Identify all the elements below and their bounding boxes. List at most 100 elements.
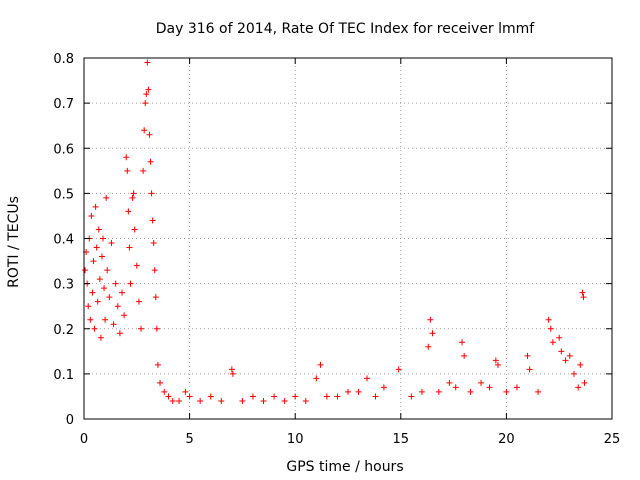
data-point bbox=[526, 366, 533, 373]
y-tick-label: 0.1 bbox=[53, 368, 74, 383]
x-axis-title: GPS time / hours bbox=[286, 459, 403, 475]
data-point bbox=[418, 388, 425, 395]
data-point bbox=[558, 348, 565, 355]
data-point bbox=[110, 321, 117, 328]
data-point bbox=[478, 379, 485, 386]
x-tick-label: 15 bbox=[393, 432, 410, 447]
data-point bbox=[425, 343, 432, 350]
data-point bbox=[131, 226, 138, 233]
data-point bbox=[114, 303, 121, 310]
data-point bbox=[260, 397, 267, 404]
y-tick-label: 0.5 bbox=[53, 187, 74, 202]
data-point bbox=[503, 388, 510, 395]
axis-ticks: 0 0.1 0.2 0.3 0.4 0.5 0.6 0.7 0.8 0 5 10 15 20 25 bbox=[53, 52, 620, 447]
data-point bbox=[95, 226, 102, 233]
data-point bbox=[549, 339, 556, 346]
data-point bbox=[91, 325, 98, 332]
data-point bbox=[452, 384, 459, 391]
data-point bbox=[575, 384, 582, 391]
data-point bbox=[169, 397, 176, 404]
data-point bbox=[89, 289, 96, 296]
data-point bbox=[580, 294, 587, 301]
data-point bbox=[334, 393, 341, 400]
data-point bbox=[129, 194, 136, 201]
data-point bbox=[427, 316, 434, 323]
data-point bbox=[467, 388, 474, 395]
x-tick-label: 25 bbox=[604, 432, 621, 447]
x-tick-label: 20 bbox=[498, 432, 515, 447]
data-point bbox=[281, 397, 288, 404]
data-point bbox=[116, 330, 123, 337]
data-point bbox=[154, 361, 161, 368]
data-point bbox=[355, 388, 362, 395]
data-point bbox=[562, 357, 569, 364]
data-point bbox=[133, 262, 140, 269]
data-point bbox=[103, 194, 110, 201]
y-tick-label: 0.8 bbox=[53, 52, 74, 67]
chart-title: Day 316 of 2014, Rate Of TEC Index for r… bbox=[156, 21, 536, 37]
data-point bbox=[486, 384, 493, 391]
data-point bbox=[165, 393, 172, 400]
data-point bbox=[143, 91, 150, 98]
y-tick-label: 0.2 bbox=[53, 323, 74, 338]
data-point bbox=[141, 127, 148, 134]
data-point bbox=[570, 370, 577, 377]
data-point bbox=[229, 370, 236, 377]
data-point bbox=[152, 294, 159, 301]
data-point bbox=[157, 379, 164, 386]
data-point bbox=[459, 339, 466, 346]
data-point bbox=[142, 100, 149, 107]
data-point bbox=[98, 253, 105, 260]
data-point bbox=[524, 352, 531, 359]
data-point bbox=[197, 397, 204, 404]
data-point bbox=[323, 393, 330, 400]
data-point bbox=[577, 361, 584, 368]
data-point bbox=[135, 298, 142, 305]
data-points bbox=[82, 59, 588, 404]
x-tick-label: 0 bbox=[80, 432, 88, 447]
data-point bbox=[140, 167, 147, 174]
data-point bbox=[127, 280, 134, 287]
data-point bbox=[395, 366, 402, 373]
data-point bbox=[106, 294, 113, 301]
data-point bbox=[87, 316, 94, 323]
data-point bbox=[380, 384, 387, 391]
data-point bbox=[271, 393, 278, 400]
data-point bbox=[96, 276, 103, 283]
data-point bbox=[130, 190, 137, 197]
data-point bbox=[145, 86, 152, 93]
data-point bbox=[461, 352, 468, 359]
y-tick-label: 0 bbox=[66, 413, 74, 428]
data-point bbox=[124, 167, 131, 174]
data-point bbox=[176, 397, 183, 404]
data-point bbox=[119, 289, 126, 296]
data-point bbox=[82, 267, 89, 274]
data-point bbox=[239, 397, 246, 404]
data-point bbox=[123, 154, 130, 161]
y-tick-label: 0.6 bbox=[53, 142, 74, 157]
y-tick-label: 0.4 bbox=[53, 233, 74, 248]
data-point bbox=[146, 131, 153, 138]
data-point bbox=[218, 397, 225, 404]
data-point bbox=[149, 217, 156, 224]
data-point bbox=[345, 388, 351, 395]
data-point bbox=[313, 375, 320, 382]
data-point bbox=[147, 158, 154, 165]
y-tick-label: 0.3 bbox=[53, 278, 74, 293]
data-point bbox=[102, 316, 109, 323]
y-axis-title: ROTI / TECUs bbox=[6, 196, 22, 288]
data-point bbox=[429, 330, 436, 337]
data-point bbox=[161, 388, 168, 395]
data-point bbox=[579, 289, 586, 296]
data-point bbox=[151, 267, 158, 274]
data-point bbox=[492, 357, 499, 364]
data-point bbox=[435, 388, 442, 395]
data-point bbox=[372, 393, 379, 400]
data-point bbox=[138, 325, 145, 332]
data-point bbox=[108, 240, 115, 247]
data-point bbox=[182, 388, 189, 395]
data-point bbox=[85, 303, 92, 310]
data-point bbox=[513, 384, 520, 391]
data-point bbox=[94, 298, 101, 305]
data-point bbox=[302, 397, 309, 404]
